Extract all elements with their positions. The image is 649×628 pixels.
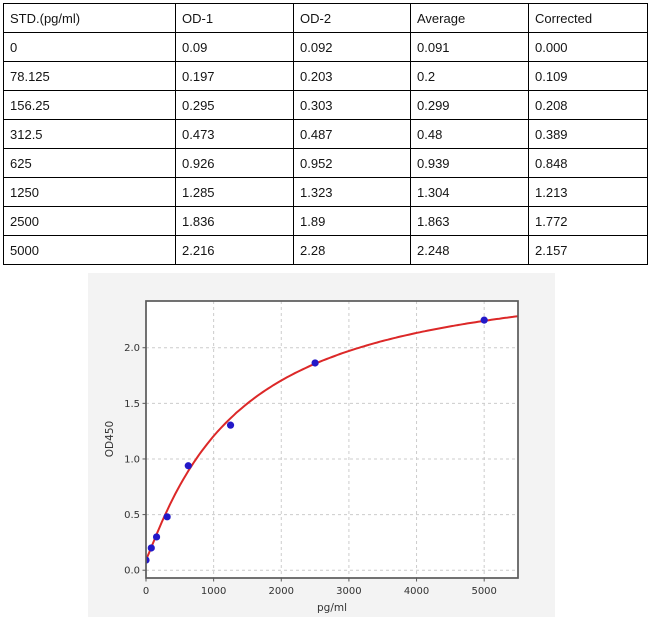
table-cell: 0.473	[175, 119, 294, 149]
table-cell: 1250	[3, 177, 176, 207]
table-cell: 2500	[3, 206, 176, 236]
table-cell: 0.939	[410, 148, 529, 178]
y-tick-label: 1.5	[124, 399, 140, 410]
data-point	[152, 533, 161, 541]
table-cell: 0.197	[175, 61, 294, 91]
table-cell: 0.2	[410, 61, 529, 91]
table-cell: 0.295	[175, 90, 294, 120]
standard-curve-chart: 0 1000 2000 3000 4000 5000 0.0 0.5 1.0 1.5 2.0 pg/…	[104, 300, 519, 614]
table-header-row: STD.(pg/ml) OD-1 OD-2 Average Corrected	[3, 3, 648, 33]
table-row: 2500 1.836 1.89 1.863 1.772	[3, 206, 648, 236]
table-row: 1250 1.285 1.323 1.304 1.213	[3, 177, 648, 207]
x-tick-label: 3000	[336, 586, 361, 597]
table-header-cell: Average	[410, 3, 529, 33]
table-cell: 0.952	[293, 148, 411, 178]
table-cell: 0.487	[293, 119, 411, 149]
table-cell: 0.926	[175, 148, 294, 178]
data-point	[146, 556, 150, 564]
x-axis-label: pg/ml	[317, 602, 347, 614]
data-point	[184, 462, 192, 470]
x-tick-label: 5000	[471, 586, 496, 597]
table-row: 156.25 0.295 0.303 0.299 0.208	[3, 90, 648, 120]
data-point	[147, 544, 155, 552]
table-row: 312.5 0.473 0.487 0.48 0.389	[3, 119, 648, 149]
table-cell: 1.285	[175, 177, 294, 207]
table-cell: 2.28	[293, 235, 411, 265]
table-cell: 1.836	[175, 206, 294, 236]
x-tick-label: 1000	[201, 586, 226, 597]
y-axis-label: OD450	[104, 421, 116, 457]
data-point	[226, 421, 235, 429]
data-point	[311, 359, 319, 367]
x-tick-label: 2000	[269, 586, 294, 597]
plot-border	[145, 300, 519, 579]
table-row: 78.125 0.197 0.203 0.2 0.109	[3, 61, 648, 91]
x-tick-label: 4000	[404, 586, 429, 597]
table-cell: 0.09	[175, 32, 294, 62]
table-header-cell: STD.(pg/ml)	[3, 3, 176, 33]
table-cell: 78.125	[3, 61, 176, 91]
data-point	[163, 513, 171, 521]
table-cell: 2.248	[410, 235, 529, 265]
table-row: 625 0.926 0.952 0.939 0.848	[3, 148, 648, 178]
table-cell: 0.48	[410, 119, 529, 149]
table-cell: 1.213	[528, 177, 648, 207]
table-cell: 0.203	[293, 61, 411, 91]
table-header-cell: OD-2	[293, 3, 411, 33]
data-point	[480, 316, 488, 324]
y-tick-label: 2.0	[124, 343, 140, 354]
standards-table: STD.(pg/ml) OD-1 OD-2 Average Corrected 0 0.0…	[3, 3, 648, 265]
standard-curve-figure: 0 1000 2000 3000 4000 5000 0.0 0.5 1.0 1.5 2.0 pg/…	[88, 273, 555, 617]
y-tick-label: 0.5	[124, 510, 140, 521]
table-cell: 1.772	[528, 206, 648, 236]
table-body: 0 0.09 0.092 0.091 0.000 78.125 0.197 0.203 0.2 0…	[3, 32, 648, 265]
y-tick-label: 1.0	[124, 454, 140, 465]
table-header-cell: OD-1	[175, 3, 294, 33]
plot-area	[146, 301, 518, 578]
table-cell: 0.303	[293, 90, 411, 120]
table-cell: 0.208	[528, 90, 648, 120]
table-cell: 0.848	[528, 148, 648, 178]
table-row: 0 0.09 0.092 0.091 0.000	[3, 32, 648, 62]
table-cell: 156.25	[3, 90, 176, 120]
table-cell: 312.5	[3, 119, 176, 149]
table-head: STD.(pg/ml) OD-1 OD-2 Average Corrected	[3, 3, 648, 33]
table-cell: 5000	[3, 235, 176, 265]
table-header-cell: Corrected	[528, 3, 648, 33]
table-cell: 1.304	[410, 177, 529, 207]
table-cell: 0	[3, 32, 176, 62]
table-cell: 0.091	[410, 32, 529, 62]
table-cell: 0.092	[293, 32, 411, 62]
table-cell: 1.863	[410, 206, 529, 236]
table-cell: 2.216	[175, 235, 294, 265]
table-row: 5000 2.216 2.28 2.248 2.157	[3, 235, 648, 265]
table-cell: 1.323	[293, 177, 411, 207]
table-cell: 2.157	[528, 235, 648, 265]
fit-curve	[146, 315, 518, 561]
table-cell: 0.389	[528, 119, 648, 149]
table-cell: 625	[3, 148, 176, 178]
y-tick-label: 0.0	[124, 566, 140, 577]
table-cell: 0.000	[528, 32, 648, 62]
table-cell: 0.299	[410, 90, 529, 120]
table-cell: 1.89	[293, 206, 411, 236]
x-tick-label: 0	[143, 586, 149, 597]
table-cell: 0.109	[528, 61, 648, 91]
